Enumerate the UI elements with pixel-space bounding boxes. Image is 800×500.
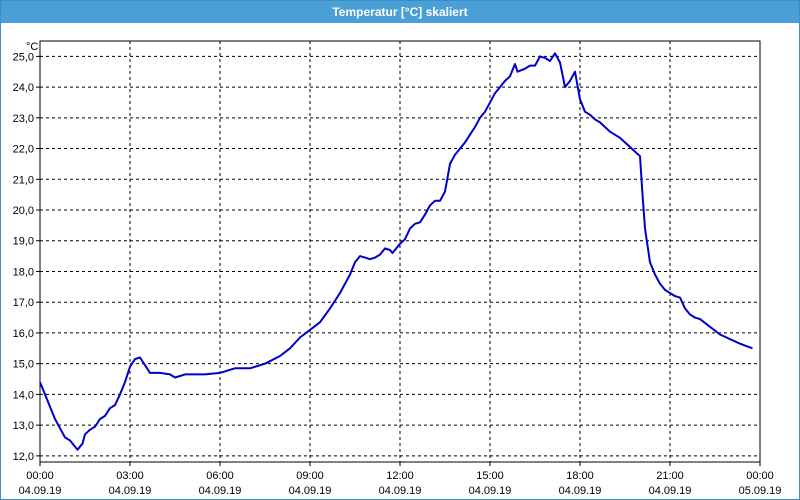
y-tick-label: 23,0 (13, 113, 34, 125)
x-tick-time-label: 18:00 (566, 470, 594, 482)
y-tick-label: 15,0 (13, 359, 34, 371)
x-tick-date-label: 04.09.19 (109, 485, 152, 497)
x-tick-date-label: 05.09.19 (739, 485, 782, 497)
y-tick-label: 20,0 (13, 205, 34, 217)
series-line-temperature (39, 52, 753, 451)
series-group (39, 52, 753, 451)
x-tick-time-label: 06:00 (206, 470, 234, 482)
x-tick-time-label: 00:00 (746, 470, 774, 482)
x-tick-time-label: 00:00 (26, 470, 54, 482)
window-title: Temperatur [°C] skaliert (1, 1, 799, 23)
grid-lines (40, 41, 760, 462)
y-axis-ticks: 12,0 13,0 14,0 15,0 16,0 17,0 18,0 19,0 20,0 21,0… (13, 51, 40, 463)
y-tick-label: 14,0 (13, 389, 34, 401)
x-tick-date-label: 04.09.19 (199, 485, 242, 497)
y-tick-label: 17,0 (13, 297, 34, 309)
y-tick-label: 22,0 (13, 144, 34, 156)
y-tick-label: 21,0 (13, 174, 34, 186)
y-tick-label: 25,0 (13, 51, 34, 63)
x-tick-date-label: 04.09.19 (469, 485, 512, 497)
x-axis-ticks: 00:00 04.09.19 03:00 04.09.19 06:00 04.09.19 0… (19, 462, 782, 497)
y-axis-unit-label: °C (26, 41, 38, 53)
x-tick-time-label: 09:00 (296, 470, 324, 482)
x-tick-date-label: 04.09.19 (289, 485, 332, 497)
x-tick-time-label: 21:00 (656, 470, 684, 482)
x-tick-time-label: 03:00 (116, 470, 144, 482)
x-tick-time-label: 15:00 (476, 470, 504, 482)
x-tick-date-label: 04.09.19 (649, 485, 692, 497)
x-tick-time-label: 12:00 (386, 470, 414, 482)
y-tick-label: 13,0 (13, 420, 34, 432)
y-tick-label: 24,0 (13, 82, 34, 94)
y-tick-label: 19,0 (13, 236, 34, 248)
x-tick-date-label: 04.09.19 (379, 485, 422, 497)
y-tick-label: 18,0 (13, 266, 34, 278)
x-tick-date-label: 04.09.19 (19, 485, 62, 497)
y-tick-label: 12,0 (13, 451, 34, 463)
x-tick-date-label: 04.09.19 (559, 485, 602, 497)
y-tick-label: 16,0 (13, 328, 34, 340)
